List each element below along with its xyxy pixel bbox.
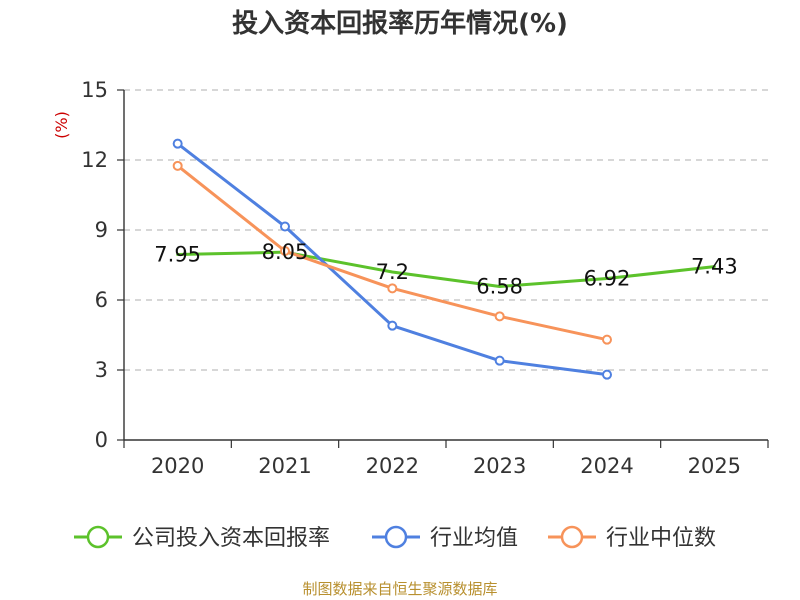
series-1-point-2022 — [387, 320, 398, 331]
legend-swatch-marker-0 — [86, 525, 110, 549]
y-axis-unit-label: (%) — [52, 111, 71, 139]
series-2-point-2021 — [280, 246, 290, 256]
data-label-2020: 7.95 — [154, 243, 201, 267]
x-tick-label-2021: 2021 — [258, 454, 311, 478]
y-tick-label-12: 12 — [81, 148, 108, 172]
x-tick-label-2020: 2020 — [151, 454, 204, 478]
chart-title: 投入资本回报率历年情况(%) — [232, 8, 568, 39]
x-tick-label-2024: 2024 — [580, 454, 633, 478]
data-label-2025: 7.43 — [691, 255, 738, 279]
data-label-2024: 6.92 — [584, 267, 631, 291]
series-0 — [176, 250, 716, 288]
grid-lines — [124, 89, 768, 371]
source-note: 制图数据来自恒生聚源数据库 — [302, 580, 497, 598]
series-2-point-2023 — [494, 311, 505, 322]
x-tick-label-2023: 2023 — [473, 454, 526, 478]
series-layer: 7.95 8.05 7.2 6.58 6.92 7.43 — [154, 138, 738, 380]
series-1-point-2024 — [602, 369, 612, 380]
y-tick-label-15: 15 — [81, 78, 108, 102]
legend-label-2: 行业中位数 — [606, 526, 716, 551]
y-tick-label-0: 0 — [95, 428, 108, 452]
data-label-2021: 8.05 — [262, 240, 309, 264]
series-1-point-2020 — [172, 138, 183, 149]
series-1-point-2021 — [280, 221, 290, 232]
series-line-0 — [176, 250, 716, 288]
x-tick-label-2022: 2022 — [366, 454, 419, 478]
legend-item-2[interactable]: 行业中位数 — [548, 525, 716, 551]
legend-swatch-marker-2 — [560, 525, 584, 549]
legend-item-0[interactable]: 公司投入资本回报率 — [74, 525, 330, 551]
series-1-point-2023 — [494, 355, 505, 366]
legend-label-1: 行业均值 — [430, 526, 518, 551]
legend-swatch-marker-1 — [384, 525, 408, 549]
data-label-2022: 7.2 — [376, 260, 409, 284]
axes: 0 3 6 9 12 15 2020 2021 2022 2023 2024 2025 — [81, 78, 769, 478]
series-2-point-2020 — [172, 160, 183, 171]
data-label-2023: 6.58 — [476, 274, 523, 298]
series-2-point-2024 — [602, 334, 612, 345]
series-2 — [172, 160, 612, 345]
legend-item-1[interactable]: 行业均值 — [372, 525, 518, 551]
y-tick-label-3: 3 — [95, 358, 108, 382]
x-tick-label-2025: 2025 — [688, 454, 741, 478]
series-2-point-2022 — [387, 283, 398, 294]
series-1 — [172, 138, 612, 380]
legend-label-0: 公司投入资本回报率 — [132, 526, 330, 551]
y-tick-label-6: 6 — [95, 288, 108, 312]
legend[interactable]: 公司投入资本回报率 行业均值 行业中位数 — [74, 525, 716, 551]
y-tick-label-9: 9 — [95, 218, 108, 242]
